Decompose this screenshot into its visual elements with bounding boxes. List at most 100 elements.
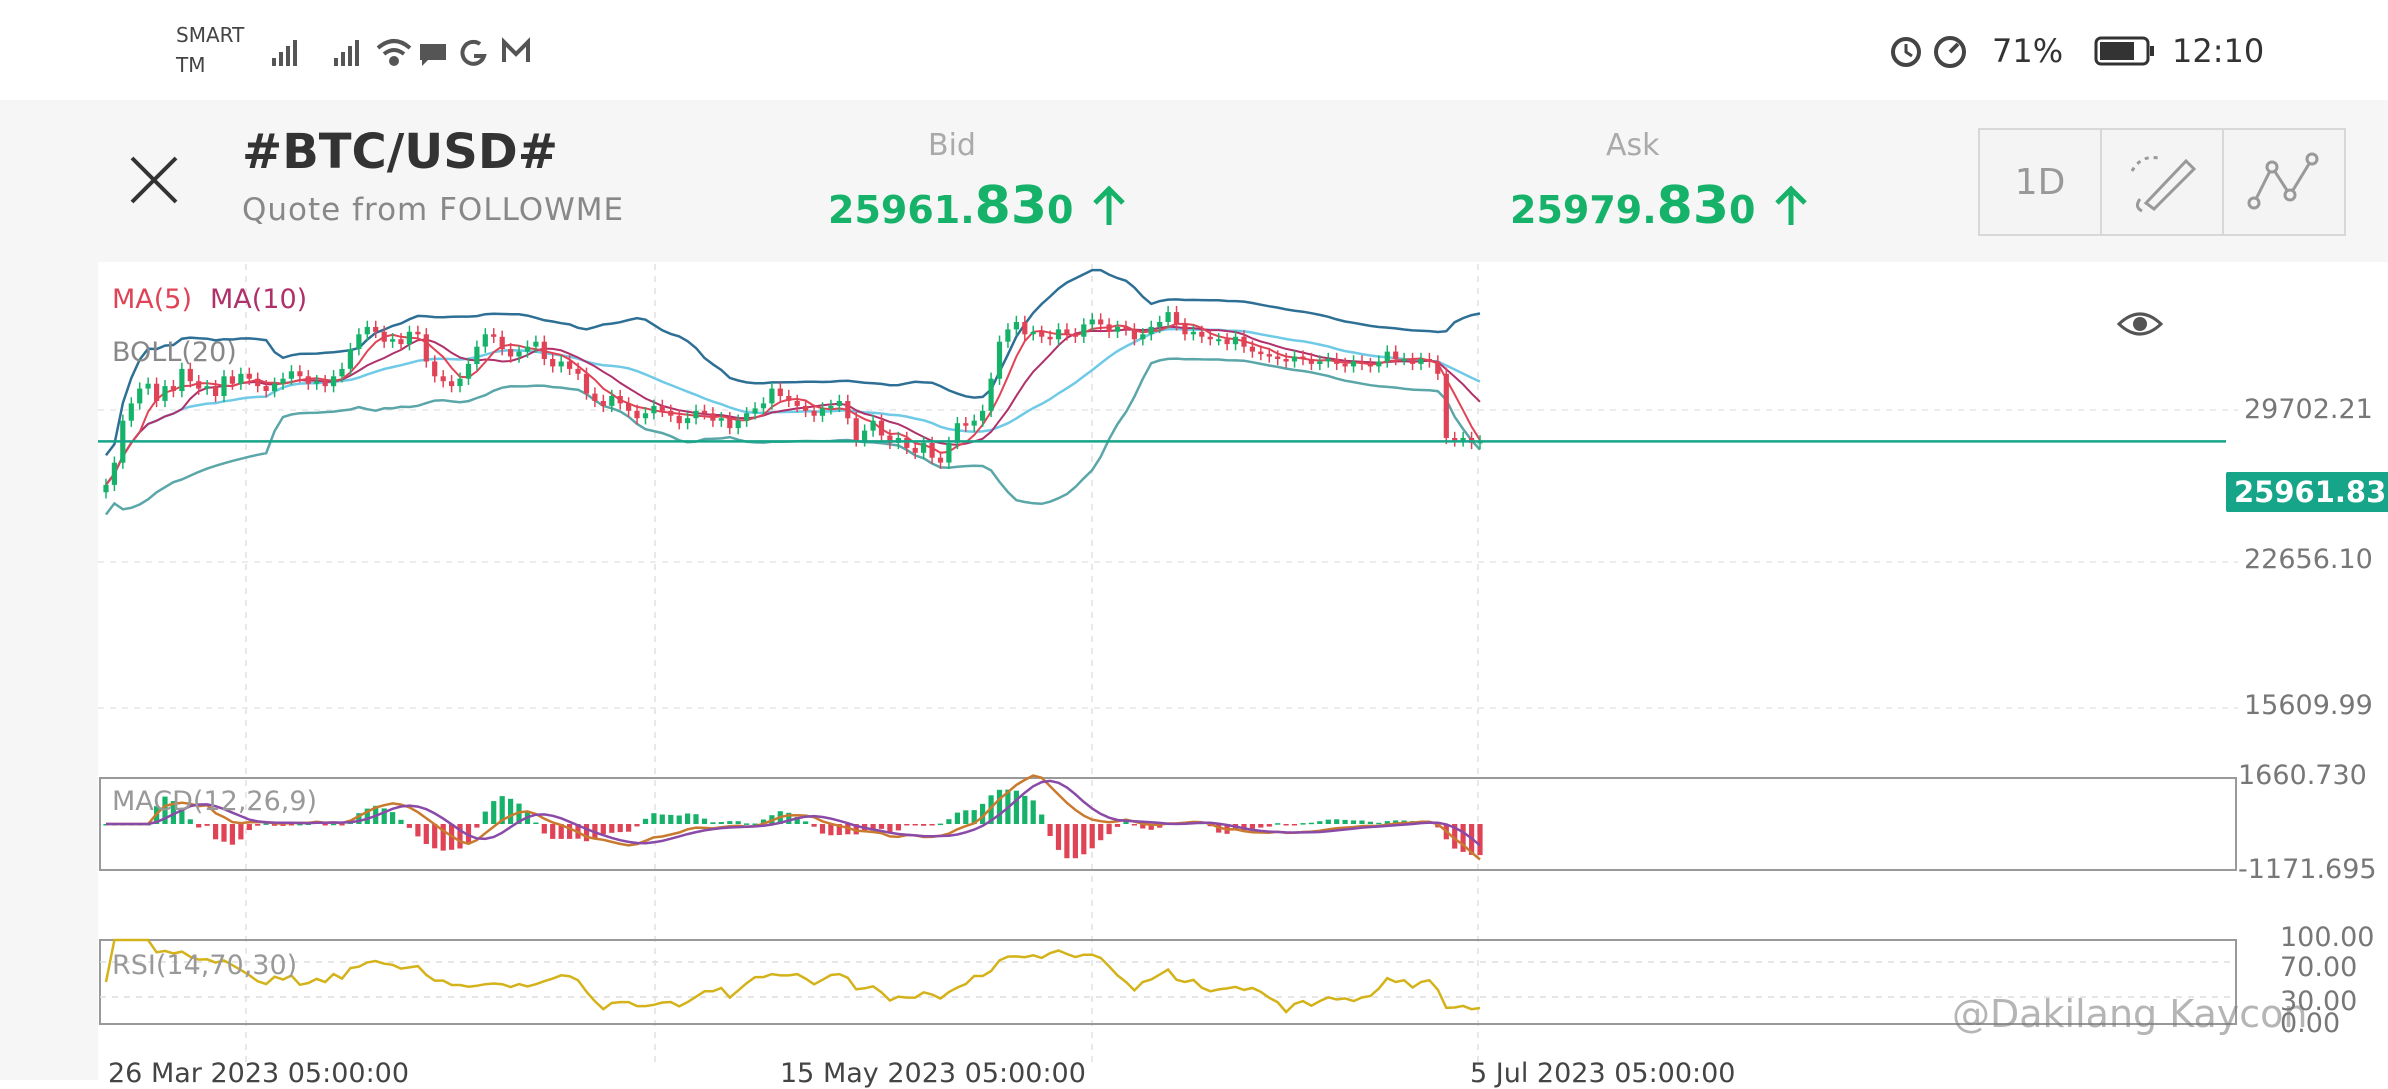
macd-bar — [213, 824, 219, 840]
carrier-line-2: TM — [176, 53, 206, 77]
macd-bar — [1123, 821, 1129, 824]
candle — [137, 388, 143, 404]
macd-bar — [1477, 824, 1483, 856]
timeframe-button[interactable]: 1D — [1980, 130, 2102, 234]
candle — [204, 386, 210, 389]
draw-tool-button[interactable] — [2102, 130, 2224, 234]
macd-bar — [651, 813, 657, 824]
macd-bar — [238, 824, 244, 840]
macd-bar — [516, 803, 522, 824]
macd-bar — [1393, 820, 1399, 824]
macd-bar — [828, 824, 834, 836]
macd-bar — [971, 810, 977, 824]
macd-bar — [474, 824, 480, 828]
candle — [634, 410, 640, 419]
macd-bar — [701, 818, 708, 824]
macd-bar — [255, 824, 261, 826]
macd-bar — [642, 818, 649, 824]
candle — [347, 349, 353, 369]
candle — [1157, 322, 1163, 327]
ask-price-big: 83 — [1656, 176, 1730, 236]
candle — [1460, 438, 1466, 441]
candle — [583, 373, 590, 394]
macd-bar — [980, 803, 986, 824]
macd-bar — [482, 811, 488, 824]
macd-bar — [432, 824, 438, 849]
candle — [1283, 359, 1289, 362]
macd-bar — [297, 823, 303, 826]
macd-bar — [954, 812, 960, 824]
close-icon[interactable] — [118, 144, 190, 216]
macd-bar — [196, 824, 202, 828]
ask-label: Ask — [1606, 128, 1660, 163]
candle — [314, 381, 320, 384]
macd-bar — [1460, 824, 1466, 852]
signal-icon — [334, 40, 359, 66]
candle — [423, 334, 429, 362]
clock: 12:10 — [2172, 32, 2265, 70]
indicator-button[interactable] — [2224, 130, 2344, 234]
battery-icon — [2094, 36, 2154, 66]
candle — [988, 378, 994, 411]
candle — [1384, 351, 1390, 362]
candle — [381, 331, 387, 342]
macd-bar — [786, 812, 792, 824]
rsi-tick-30: 30.00 — [2280, 986, 2358, 1017]
macd-bar — [1106, 824, 1112, 835]
battery-percent: 71% — [1992, 32, 2064, 70]
candle — [760, 403, 767, 409]
ma5-label: MA(5) — [112, 284, 193, 315]
rsi-tick-70: 70.00 — [2280, 952, 2358, 983]
candle — [221, 376, 227, 396]
candle — [617, 396, 623, 404]
candle — [457, 378, 463, 387]
candle — [567, 361, 573, 369]
ma5-line — [105, 322, 1481, 486]
macd-bar — [996, 789, 1003, 824]
macd-bar — [381, 808, 387, 824]
candle — [263, 386, 269, 391]
eye-icon[interactable] — [2116, 306, 2164, 342]
rsi-line — [104, 938, 1481, 1014]
price-chart[interactable] — [98, 262, 2388, 1080]
macd-bar — [1098, 824, 1104, 841]
candle — [769, 388, 775, 404]
candle — [196, 381, 202, 389]
macd-bar — [246, 824, 252, 830]
candle — [626, 403, 632, 411]
candle — [1241, 336, 1247, 347]
candle — [862, 430, 868, 441]
candle — [1291, 356, 1298, 362]
candle — [592, 393, 598, 401]
chart-toolbar: 1D — [1978, 128, 2346, 236]
candle — [642, 413, 649, 419]
candle — [819, 408, 826, 416]
candle — [465, 363, 472, 379]
macd-bar — [921, 824, 927, 826]
macd-bar — [626, 824, 632, 832]
macd-bar — [364, 808, 370, 824]
candle — [550, 359, 556, 367]
candle — [238, 373, 244, 384]
macd-bar — [1140, 824, 1146, 829]
macd-bar — [676, 815, 682, 824]
candle — [1207, 336, 1213, 340]
candle — [701, 410, 708, 414]
candle — [1089, 319, 1095, 325]
rsi-panel-border — [99, 939, 2237, 1025]
macd-bar — [819, 824, 826, 834]
candle — [1005, 329, 1011, 342]
macd-bar — [558, 824, 564, 839]
current-price-tag: 25961.83 — [2226, 472, 2388, 512]
macd-bar — [533, 822, 539, 824]
macd-bar — [988, 795, 994, 824]
candle — [1308, 359, 1314, 364]
macd-bar — [853, 824, 859, 835]
candle — [963, 423, 969, 426]
candle — [946, 442, 952, 463]
candle — [1334, 359, 1340, 364]
candle — [1140, 334, 1146, 340]
macd-bar — [1055, 824, 1062, 850]
macd-bar — [710, 822, 716, 824]
price-tick-high: 29702.21 — [2244, 394, 2373, 425]
